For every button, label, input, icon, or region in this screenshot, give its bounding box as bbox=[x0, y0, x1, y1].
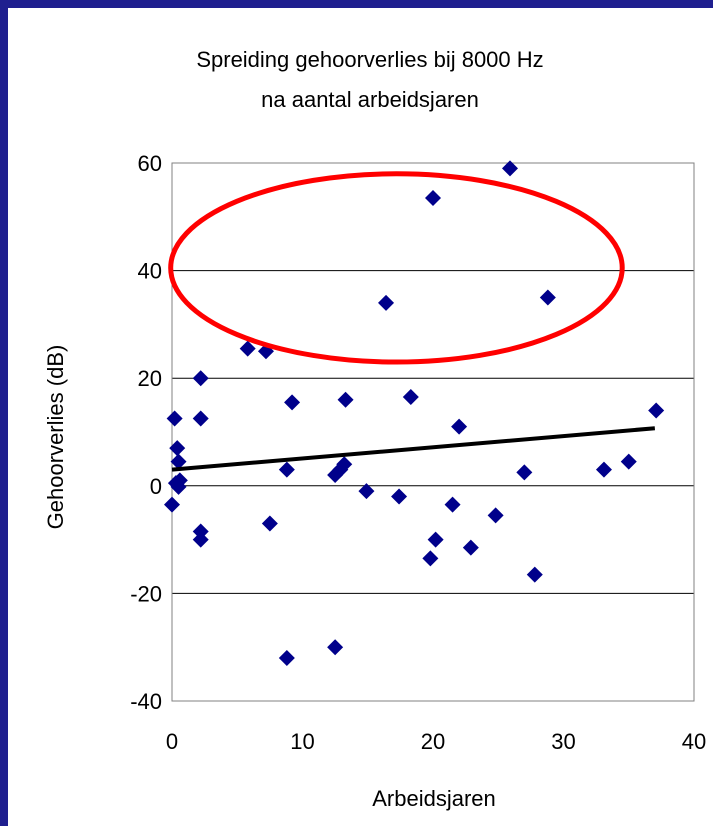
data-point bbox=[427, 531, 444, 548]
data-point bbox=[192, 410, 209, 427]
data-point bbox=[327, 639, 344, 656]
data-point bbox=[462, 539, 479, 556]
y-tick-label: 40 bbox=[138, 259, 162, 284]
y-axis-label: Gehoorverlies (dB) bbox=[43, 345, 68, 530]
scatter-chart: Spreiding gehoorverlies bij 8000 Hz na a… bbox=[43, 47, 706, 811]
y-tick-label: -40 bbox=[130, 689, 162, 714]
data-point bbox=[169, 440, 186, 457]
data-point bbox=[170, 453, 187, 470]
data-point bbox=[192, 370, 209, 387]
data-point bbox=[444, 496, 461, 513]
data-point bbox=[422, 550, 439, 567]
data-point bbox=[164, 496, 180, 513]
data-point bbox=[402, 389, 419, 406]
data-point bbox=[337, 391, 354, 408]
x-tick-label: 10 bbox=[290, 729, 314, 754]
data-point bbox=[239, 340, 256, 357]
data-points bbox=[164, 160, 665, 666]
data-point bbox=[620, 453, 637, 470]
trendline bbox=[171, 426, 656, 472]
data-point bbox=[192, 523, 209, 540]
data-point bbox=[526, 566, 543, 583]
chart-frame: Spreiding gehoorverlies bij 8000 Hz na a… bbox=[8, 8, 713, 826]
data-point bbox=[487, 507, 504, 524]
data-point bbox=[391, 488, 408, 505]
data-point bbox=[166, 410, 183, 427]
data-point bbox=[501, 160, 518, 177]
plot-area-border bbox=[171, 162, 695, 702]
chart-title-line-2: na aantal arbeidsjaren bbox=[261, 87, 479, 112]
data-point bbox=[539, 289, 556, 306]
data-point bbox=[425, 189, 441, 206]
data-point bbox=[451, 418, 468, 435]
data-point bbox=[284, 394, 301, 411]
data-point bbox=[358, 483, 375, 500]
y-tick-label: 20 bbox=[138, 366, 162, 391]
x-tick-label: 0 bbox=[166, 729, 178, 754]
x-tick-label: 20 bbox=[421, 729, 445, 754]
x-tick-label: 30 bbox=[551, 729, 575, 754]
x-tick-label: 40 bbox=[682, 729, 706, 754]
data-point bbox=[648, 402, 665, 419]
data-point bbox=[278, 649, 295, 666]
y-tick-label: 60 bbox=[138, 151, 162, 176]
highlight-ellipse bbox=[168, 171, 625, 365]
data-point bbox=[170, 478, 187, 495]
y-tick-label: 0 bbox=[150, 474, 162, 499]
chart-title-line-1: Spreiding gehoorverlies bij 8000 Hz bbox=[196, 47, 543, 72]
data-point bbox=[336, 456, 353, 473]
data-point bbox=[595, 461, 612, 478]
data-point bbox=[261, 515, 278, 532]
x-axis-label: Arbeidsjaren bbox=[372, 786, 496, 811]
y-tick-label: -20 bbox=[130, 581, 162, 606]
data-point bbox=[278, 461, 295, 478]
data-point bbox=[378, 294, 395, 311]
data-point bbox=[516, 464, 533, 481]
data-point bbox=[192, 531, 209, 548]
